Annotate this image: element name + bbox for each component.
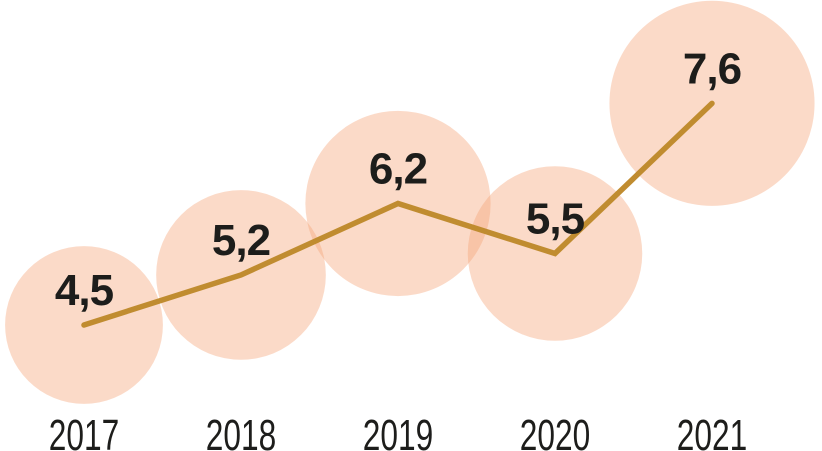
x-axis-label-2017: 2017 <box>49 411 119 451</box>
value-label-2017: 4,5 <box>55 266 114 315</box>
value-label-2018: 5,2 <box>212 216 270 265</box>
x-axis-label-2020: 2020 <box>520 411 590 451</box>
value-label-2021: 7,6 <box>683 44 741 93</box>
x-axis-label-2019: 2019 <box>363 411 433 451</box>
value-label-2019: 6,2 <box>369 144 427 193</box>
x-axis-label-2018: 2018 <box>206 411 276 451</box>
trend-line <box>81 100 715 328</box>
value-label-2020: 5,5 <box>526 195 585 244</box>
x-axis-label-2021: 2021 <box>677 411 747 451</box>
